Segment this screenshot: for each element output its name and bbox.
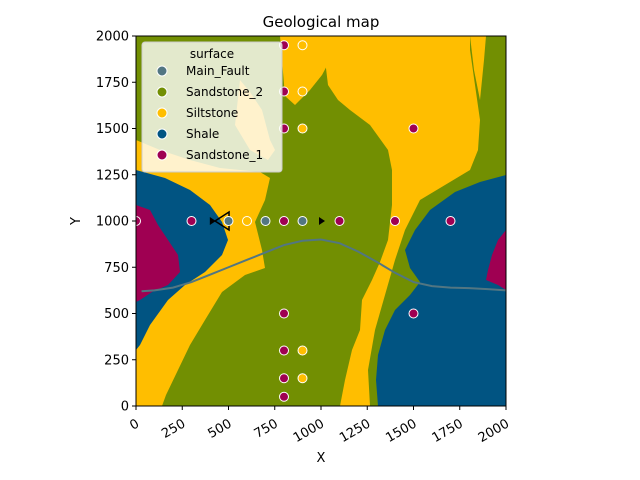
siltstone-region-top-right-strip xyxy=(470,36,486,100)
sandstone-1-region-left xyxy=(136,205,180,302)
x-tick-label-5: 1250 xyxy=(337,416,373,446)
legend-label-sandstone-2: Sandstone_2 xyxy=(186,85,263,99)
y-tick-label-6: 1500 xyxy=(96,122,129,137)
point-sandstone-1-5 xyxy=(279,216,289,226)
point-sandstone-1-8 xyxy=(445,216,456,226)
legend-label-sandstone-1: Sandstone_1 xyxy=(186,148,263,162)
x-tick-label-1: 250 xyxy=(159,416,188,441)
y-tick-label-0: 0 xyxy=(121,400,129,415)
legend-marker-sandstone-2 xyxy=(156,86,168,98)
point-sandstone-1-3 xyxy=(136,216,141,226)
point-main-fault-1 xyxy=(260,216,271,226)
point-siltstone-5 xyxy=(297,373,308,384)
y-tick-label-3: 750 xyxy=(104,261,129,276)
point-sandstone-1-7 xyxy=(390,216,400,226)
y-tick-label-4: 1000 xyxy=(96,215,129,230)
point-sandstone-1-6 xyxy=(334,216,345,226)
point-main-fault-2 xyxy=(297,216,308,226)
x-tick-label-7: 1750 xyxy=(430,416,466,446)
point-sandstone-1-10 xyxy=(279,345,289,356)
y-axis-label: Y xyxy=(69,217,84,226)
point-sandstone-1-11 xyxy=(279,373,289,384)
legend-label-siltstone: Siltstone xyxy=(186,106,238,120)
chart-title: Geological map xyxy=(263,13,380,31)
x-tick-label-6: 1500 xyxy=(383,416,419,446)
orientation-marker-2 xyxy=(319,217,325,225)
point-sandstone-1-13 xyxy=(408,123,419,134)
x-tick-label-8: 2000 xyxy=(476,416,512,446)
legend-label-shale: Shale xyxy=(186,127,219,141)
x-tick-label-2: 500 xyxy=(205,416,234,441)
x-axis-label: X xyxy=(317,451,326,466)
y-tick-label-1: 250 xyxy=(104,353,129,368)
siltstone-region-right xyxy=(325,36,480,406)
y-tick-label-8: 2000 xyxy=(96,30,129,45)
point-sandstone-1-14 xyxy=(408,308,419,319)
x-tick-label-4: 1000 xyxy=(291,416,327,446)
shale-region-left xyxy=(136,170,228,350)
point-sandstone-1-12 xyxy=(279,391,289,402)
point-siltstone-2 xyxy=(297,123,308,134)
point-siltstone-0 xyxy=(297,40,308,51)
legend-marker-siltstone xyxy=(156,107,168,119)
legend-label-main-fault: Main_Fault xyxy=(186,64,250,78)
shale-region-right xyxy=(376,175,506,406)
point-siltstone-3 xyxy=(242,216,252,226)
point-main-fault-0 xyxy=(223,216,234,226)
orientation-marker-0 xyxy=(209,217,216,225)
legend-marker-main-fault xyxy=(156,65,168,77)
legend-title: surface xyxy=(190,47,234,61)
siltstone-region-center-top xyxy=(280,36,330,105)
point-sandstone-1-4 xyxy=(186,216,197,226)
fault-trace-line xyxy=(141,238,506,293)
y-tick-label-7: 1750 xyxy=(96,76,129,91)
point-sandstone-1-9 xyxy=(279,308,289,319)
point-siltstone-1 xyxy=(297,86,308,97)
legend: surface Main_Fault Sandstone_2 Siltstone Sh… xyxy=(141,41,283,173)
y-tick-label-2: 500 xyxy=(104,307,129,322)
x-tick-label-0: 0 xyxy=(127,416,142,433)
x-tick-label-3: 750 xyxy=(252,416,281,441)
y-tick-label-5: 1250 xyxy=(96,168,129,183)
legend-marker-sandstone-1 xyxy=(156,149,168,161)
legend-box xyxy=(141,41,283,173)
legend-marker-shale xyxy=(156,128,168,140)
sandstone-1-region-right xyxy=(486,230,506,290)
x-axis: 0 250 500 750 1000 1250 1500 1750 2000 xyxy=(127,406,512,446)
y-axis: 0 250 500 750 1000 1250 1500 1750 2000 xyxy=(96,30,136,415)
point-siltstone-4 xyxy=(297,345,308,356)
